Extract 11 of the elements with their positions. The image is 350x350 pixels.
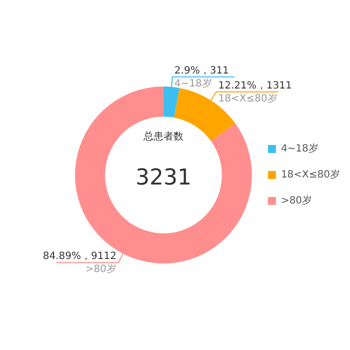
slice-label: >80岁 — [85, 263, 116, 276]
data-label: 12.21%，1311 — [218, 80, 292, 92]
legend-label: >80岁 — [280, 194, 312, 207]
slice-label: 4~18岁 — [174, 78, 212, 90]
data-label: 84.89%，9112 — [42, 251, 116, 262]
data-label: 2.9%，311 — [174, 66, 229, 77]
text: 3231 — [135, 166, 192, 191]
slice-label: 18<X≤80岁 — [218, 92, 278, 104]
legend-label: 18<X≤80岁 — [280, 168, 340, 181]
legend-label: 4~18岁 — [280, 142, 318, 155]
text: 总患者数 — [142, 130, 184, 143]
